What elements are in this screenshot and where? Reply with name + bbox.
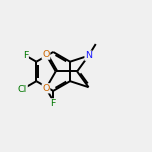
Text: F: F [23,51,28,60]
Text: Cl: Cl [18,85,27,94]
Text: O: O [42,84,50,93]
Text: F: F [50,99,56,108]
Text: O: O [42,50,50,59]
Text: N: N [85,51,92,60]
